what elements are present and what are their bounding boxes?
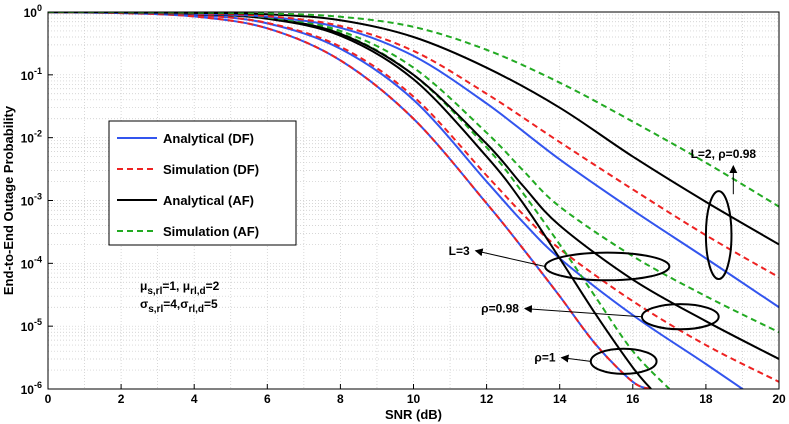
annotation-label: L=2, ρ=0.98 <box>691 147 757 161</box>
y-tick-label: 10-2 <box>21 129 42 146</box>
annotations: L=2, ρ=0.98 L=3 ρ=0.98 ρ=1 <box>449 147 757 375</box>
y-tick-label: 100 <box>24 3 42 20</box>
x-tick-label: 4 <box>191 392 198 406</box>
y-tick-label: 10-1 <box>21 66 42 83</box>
legend-label: Analytical (DF) <box>163 131 254 146</box>
series-line <box>48 12 779 208</box>
x-tick-label: 12 <box>480 392 494 406</box>
x-tick-label: 14 <box>553 392 567 406</box>
annotation-arrow <box>523 305 642 318</box>
series-line <box>48 12 779 246</box>
series-line <box>48 12 652 389</box>
y-tick-label: 10-3 <box>21 192 42 209</box>
y-tick-label: 10-4 <box>21 254 42 271</box>
legend-label: Simulation (DF) <box>163 162 259 177</box>
parameter-mu: μs,rl=1, μrl,d=2 <box>140 279 220 297</box>
x-tick-label: 0 <box>45 392 52 406</box>
legend-label: Analytical (AF) <box>163 193 254 208</box>
x-tick-label: 6 <box>264 392 271 406</box>
x-tick-label: 2 <box>118 392 125 406</box>
parameter-box: μs,rl=1, μrl,d=2 σs,rl=4,σrl,d=5 <box>140 279 220 315</box>
x-tick-label: 8 <box>337 392 344 406</box>
axis-ticks: 0 2 4 6 8 10 12 14 16 18 20 100 10-1 10-2 10-3 10-4 10-5… <box>21 3 786 406</box>
annotation-arrow <box>474 248 546 267</box>
annotation-ellipse <box>704 190 733 281</box>
legend: Analytical (DF) Simulation (DF) Analytical… <box>108 120 297 246</box>
x-tick-label: 20 <box>772 392 786 406</box>
annotation-label: L=3 <box>449 244 470 258</box>
x-tick-label: 16 <box>626 392 640 406</box>
series-lines <box>48 12 779 389</box>
annotation-label: ρ=1 <box>534 351 555 365</box>
annotation-label: ρ=0.98 <box>481 302 519 316</box>
parameter-sigma: σs,rl=4,σrl,d=5 <box>140 297 218 315</box>
y-tick-label: 10-5 <box>21 317 42 334</box>
y-axis-label: End-to-End Outage Probability <box>1 105 16 295</box>
annotation-arrow <box>560 354 591 363</box>
x-tick-label: 18 <box>699 392 713 406</box>
y-tick-label: 10-6 <box>21 380 42 397</box>
x-axis-label: SNR (dB) <box>385 407 442 422</box>
x-tick-label: 10 <box>407 392 421 406</box>
legend-box <box>108 120 297 246</box>
legend-label: Simulation (AF) <box>163 224 259 239</box>
